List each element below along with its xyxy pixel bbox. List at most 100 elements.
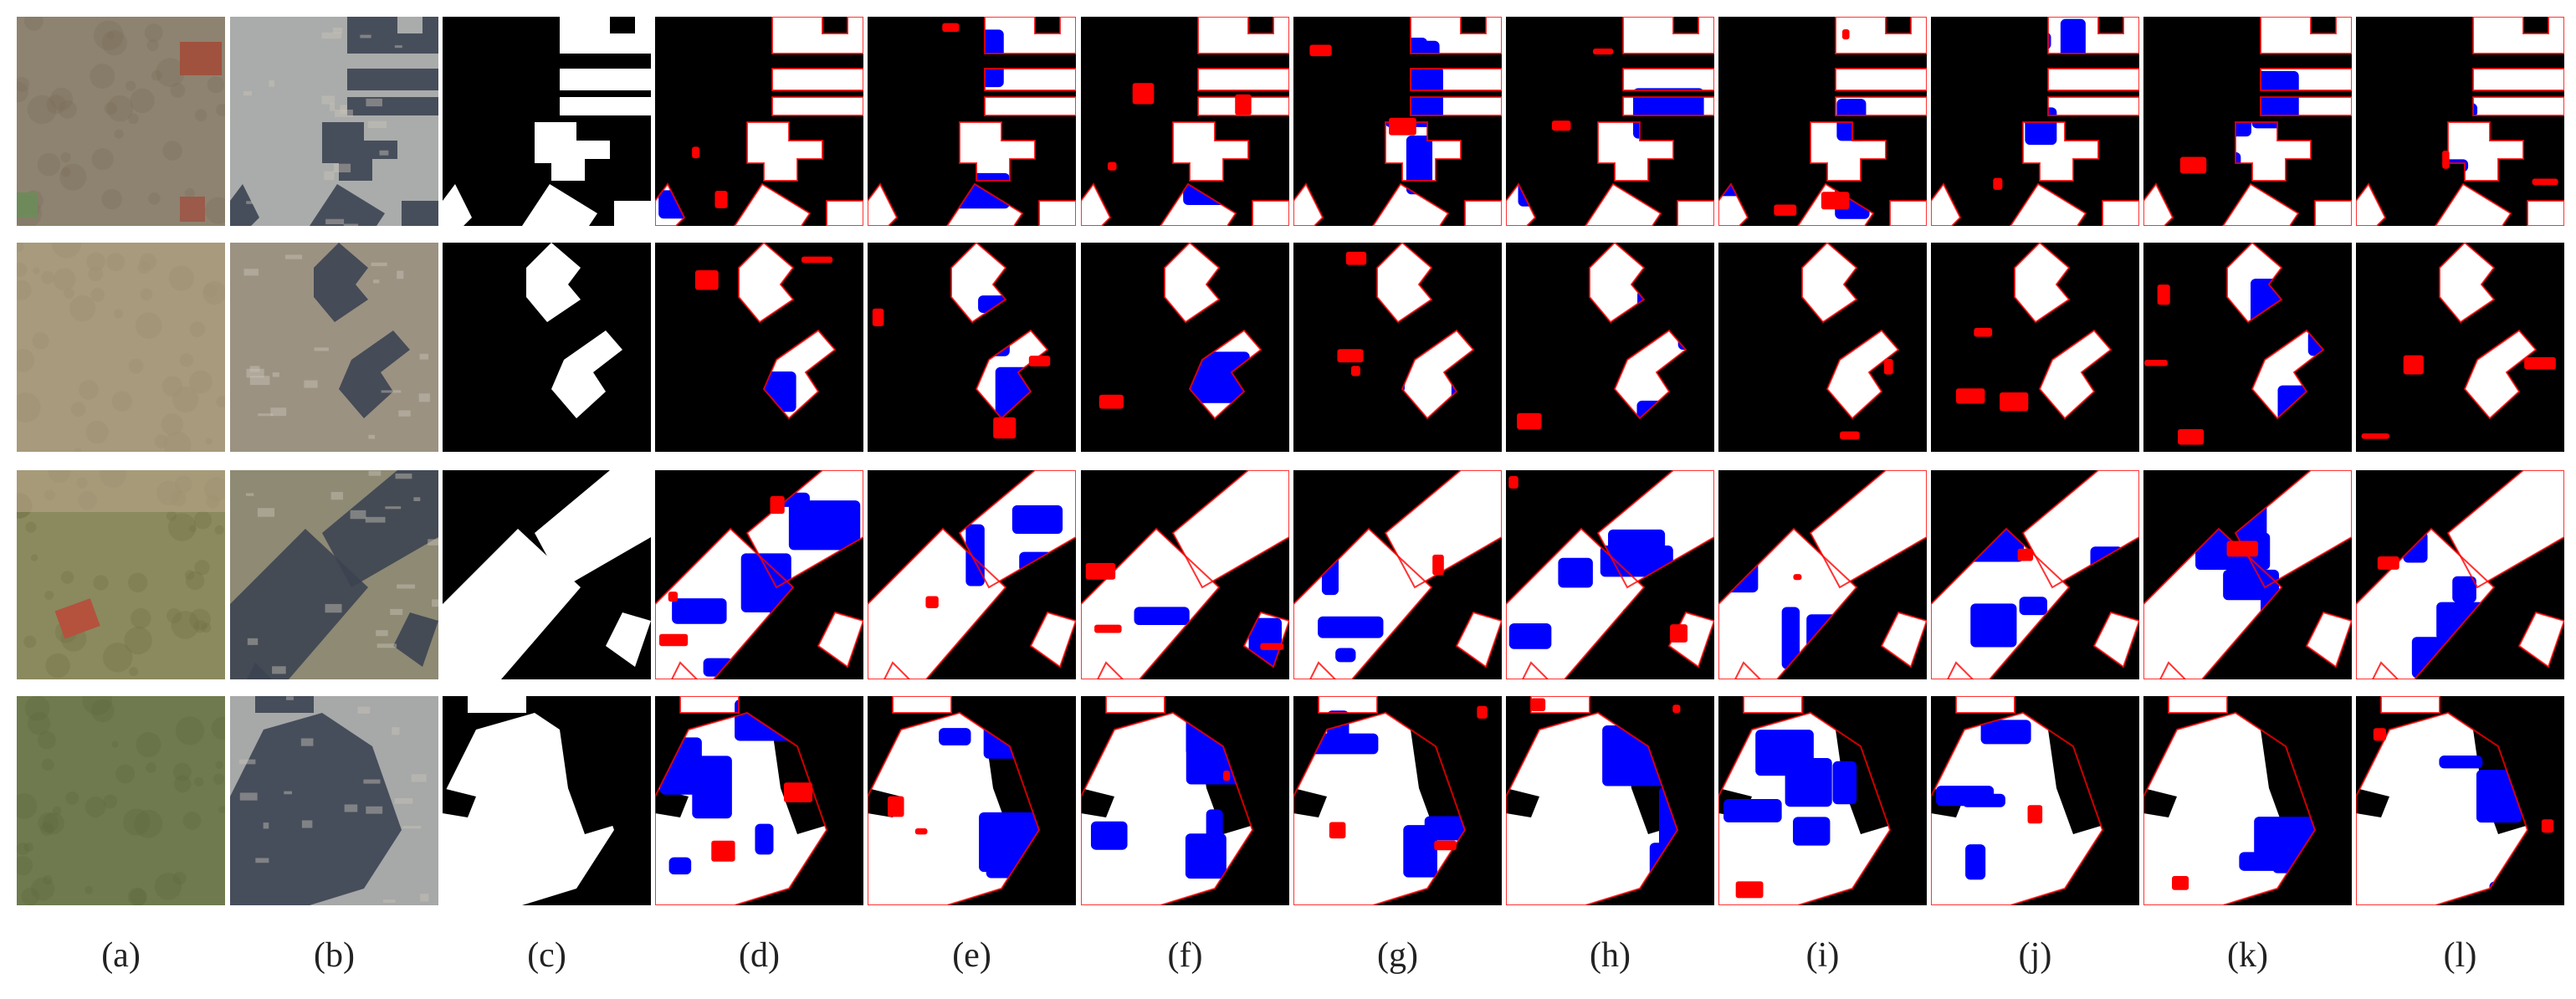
- column-label: (g): [1377, 936, 1418, 975]
- panel-row2-col11: [2143, 243, 2352, 452]
- ground-truth-mask: [443, 243, 651, 452]
- prediction-mask: [1081, 17, 1289, 226]
- panel-row2-col8: [1506, 243, 1714, 452]
- panel-row3-col12: [2356, 470, 2564, 679]
- ground-truth-mask: [443, 696, 651, 905]
- panel-row2-col12: [2356, 243, 2564, 452]
- prediction-mask: [1718, 696, 1927, 905]
- prediction-mask: [2143, 243, 2352, 452]
- aerial-image: [17, 696, 225, 905]
- column-label: (b): [314, 936, 355, 975]
- prediction-mask: [1293, 17, 1502, 226]
- panel-row1-col7: [1293, 17, 1502, 226]
- prediction-mask: [1081, 243, 1289, 452]
- panel-row2-col6: [1081, 243, 1289, 452]
- panel-row4-col5: [868, 696, 1076, 905]
- column-label: (d): [739, 936, 780, 975]
- prediction-mask: [1506, 696, 1714, 905]
- panel-row3-col7: [1293, 470, 1502, 679]
- prediction-mask: [1718, 17, 1927, 226]
- prediction-mask: [2356, 17, 2564, 226]
- panel-row1-col11: [2143, 17, 2352, 226]
- prediction-mask: [1081, 696, 1289, 905]
- panel-row3-col11: [2143, 470, 2352, 679]
- prediction-mask: [2143, 696, 2352, 905]
- prediction-mask: [1718, 243, 1927, 452]
- column-label: (i): [1805, 936, 1840, 975]
- panel-row4-col10: [1931, 696, 2139, 905]
- panel-row1-col1: [17, 17, 225, 226]
- panel-row1-col8: [1506, 17, 1714, 226]
- panel-row2-col2: [230, 243, 438, 452]
- prediction-mask: [2356, 470, 2564, 679]
- column-label: (e): [952, 936, 991, 975]
- panel-row1-col2: [230, 17, 438, 226]
- prediction-mask: [655, 17, 863, 226]
- column-label: (c): [527, 936, 566, 975]
- panel-row4-col12: [2356, 696, 2564, 905]
- prediction-mask: [868, 17, 1076, 226]
- prediction-mask: [868, 470, 1076, 679]
- panel-row4-col11: [2143, 696, 2352, 905]
- prediction-mask: [1081, 470, 1289, 679]
- prediction-mask: [655, 243, 863, 452]
- prediction-mask: [2143, 470, 2352, 679]
- panel-row1-col3: [443, 17, 651, 226]
- panel-row3-col6: [1081, 470, 1289, 679]
- panel-row2-col4: [655, 243, 863, 452]
- prediction-mask: [2356, 696, 2564, 905]
- aerial-image: [17, 17, 225, 226]
- ground-truth-mask: [443, 470, 651, 679]
- panel-row4-col7: [1293, 696, 1502, 905]
- prediction-mask: [1931, 470, 2139, 679]
- panel-row4-col2: [230, 696, 438, 905]
- column-label: (j): [2018, 936, 2052, 975]
- panel-row4-col6: [1081, 696, 1289, 905]
- panel-row4-col9: [1718, 696, 1927, 905]
- panel-row3-col4: [655, 470, 863, 679]
- prediction-mask: [1931, 17, 2139, 226]
- column-label: (f): [1167, 936, 1203, 975]
- column-label: (l): [2443, 936, 2477, 975]
- prediction-mask: [868, 243, 1076, 452]
- column-label: (h): [1590, 936, 1631, 975]
- prediction-mask: [1506, 470, 1714, 679]
- prediction-mask: [1506, 17, 1714, 226]
- aerial-image: [17, 470, 225, 679]
- aerial-image: [17, 243, 225, 452]
- aerial-image: [230, 470, 438, 679]
- prediction-mask: [1293, 243, 1502, 452]
- prediction-mask: [868, 696, 1076, 905]
- panel-row2-col3: [443, 243, 651, 452]
- prediction-mask: [1931, 243, 2139, 452]
- prediction-mask: [2143, 17, 2352, 226]
- panel-row1-col9: [1718, 17, 1927, 226]
- panel-row4-col1: [17, 696, 225, 905]
- panel-row2-col9: [1718, 243, 1927, 452]
- panel-row2-col5: [868, 243, 1076, 452]
- prediction-mask: [2356, 243, 2564, 452]
- panel-row4-col8: [1506, 696, 1714, 905]
- prediction-mask: [655, 696, 863, 905]
- panel-row3-col3: [443, 470, 651, 679]
- prediction-mask: [1931, 696, 2139, 905]
- panel-row4-col3: [443, 696, 651, 905]
- panel-row1-col4: [655, 17, 863, 226]
- panel-row2-col1: [17, 243, 225, 452]
- prediction-mask: [1293, 470, 1502, 679]
- prediction-mask: [1718, 470, 1927, 679]
- column-label: (k): [2227, 936, 2268, 975]
- panel-row1-col6: [1081, 17, 1289, 226]
- panel-row2-col10: [1931, 243, 2139, 452]
- panel-row3-col5: [868, 470, 1076, 679]
- panel-row4-col4: [655, 696, 863, 905]
- panel-row3-col2: [230, 470, 438, 679]
- panel-row3-col8: [1506, 470, 1714, 679]
- ground-truth-mask: [443, 17, 651, 226]
- prediction-mask: [1506, 243, 1714, 452]
- prediction-mask: [1293, 696, 1502, 905]
- panel-row1-col10: [1931, 17, 2139, 226]
- panel-row2-col7: [1293, 243, 1502, 452]
- panel-row1-col12: [2356, 17, 2564, 226]
